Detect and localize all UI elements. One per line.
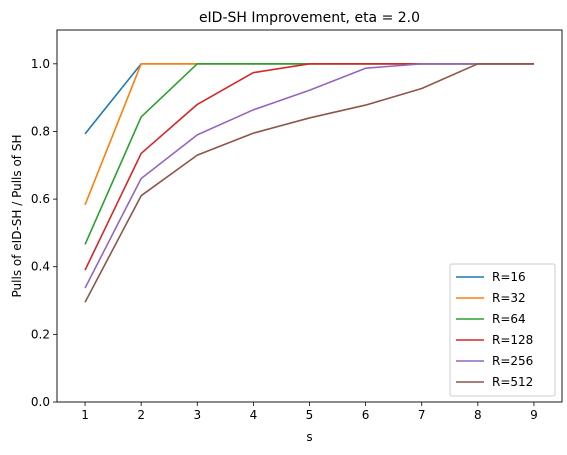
plot-lines [84, 63, 534, 303]
legend-label-r-256: R=256 [492, 354, 533, 368]
legend-label-r-16: R=16 [492, 270, 526, 284]
series-line-r-256 [84, 63, 534, 289]
y-tick-label: 0.8 [31, 124, 50, 138]
series-line-r-512 [84, 63, 534, 303]
x-axis-label: s [306, 430, 312, 444]
y-tick-label: 0.2 [31, 327, 50, 341]
legend-box [449, 263, 556, 397]
y-tick-label: 0.6 [31, 192, 50, 206]
x-tick-label: 7 [418, 408, 426, 422]
x-tick-label: 4 [250, 408, 258, 422]
legend-label-r-512: R=512 [492, 375, 533, 389]
x-tick-label: 2 [137, 408, 145, 422]
series-line-r-128 [84, 63, 534, 271]
y-tick-label: 0.4 [31, 260, 50, 274]
x-tick-label: 6 [362, 408, 370, 422]
x-tick-label: 9 [530, 408, 538, 422]
x-tick-label: 1 [81, 408, 89, 422]
legend-label-r-64: R=64 [492, 312, 526, 326]
legend-label-r-128: R=128 [492, 333, 533, 347]
y-tick-label: 1.0 [31, 57, 50, 71]
y-tick-label: 0.0 [31, 395, 50, 409]
series-line-r-16 [84, 63, 534, 135]
x-axis: 1 2 3 4 5 6 7 8 9 [81, 402, 538, 422]
legend-label-r-32: R=32 [492, 291, 526, 305]
y-axis-label: Pulls of eID-SH / Pulls of SH [10, 135, 24, 298]
chart-title: eID-SH Improvement, eta = 2.0 [199, 10, 420, 26]
x-tick-label: 3 [193, 408, 201, 422]
y-axis: 0.0 0.2 0.4 0.6 0.8 1.0 [31, 57, 57, 409]
legend: R=16 R=32 R=64 R=128 R=256 R=512 [449, 263, 556, 397]
x-tick-label: 5 [306, 408, 314, 422]
x-tick-label: 8 [474, 408, 482, 422]
series-line-r-32 [84, 63, 534, 206]
